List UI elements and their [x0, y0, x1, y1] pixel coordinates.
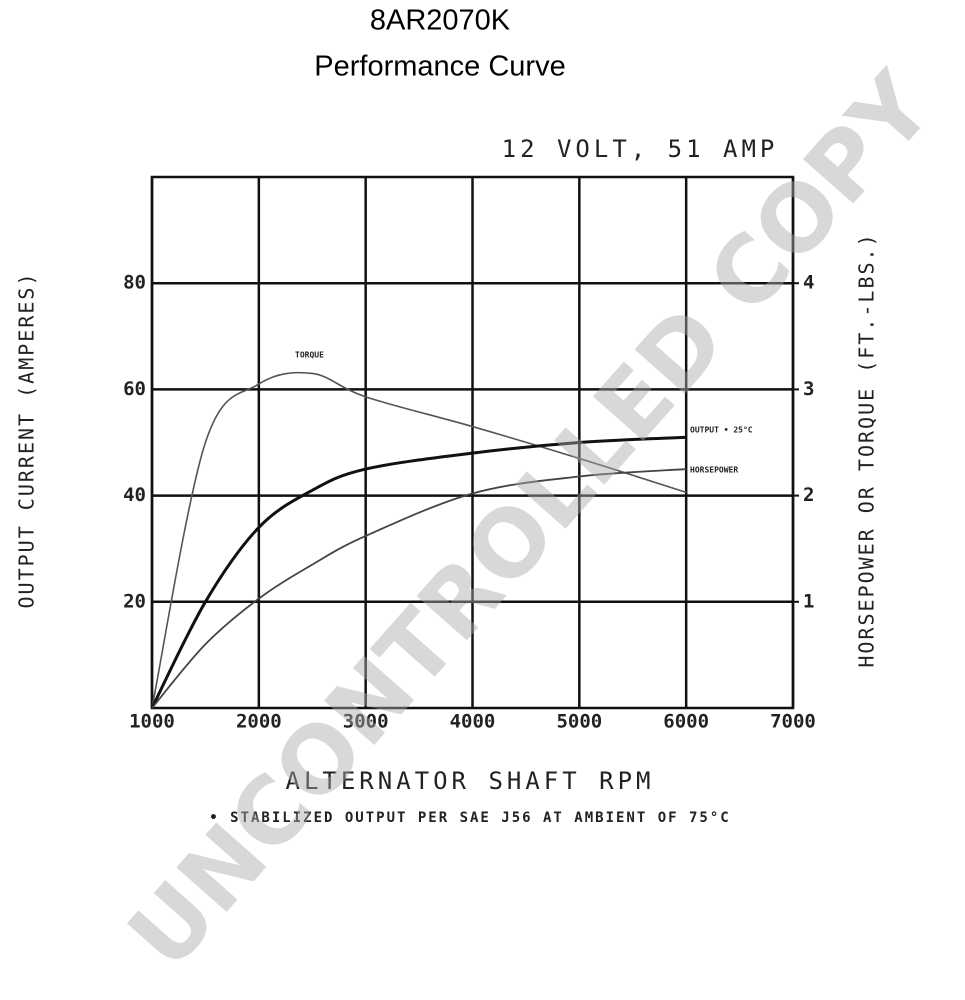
x-tick-label: 6000: [663, 711, 709, 733]
x-axis-label: ALTERNATOR SHAFT RPM: [286, 767, 655, 795]
plot-area: 1000 2000 3000 4000 5000 6000 7000 20 40 60 80 1 2 3 4…: [123, 175, 816, 733]
series-line: [151, 371, 687, 709]
watermark: UNCONTROLLED COPY: [108, 52, 954, 989]
x-tick-label: 1000: [129, 711, 175, 733]
chart-subtitle: Performance Curve: [314, 51, 565, 83]
series-label: TORQUE: [295, 351, 324, 360]
annotation: 12 VOLT, 51 AMP: [502, 135, 779, 163]
y2-tick-label: 3: [803, 378, 814, 400]
series-label: HORSEPOWER: [690, 466, 738, 475]
y-tick-label: 60: [123, 378, 146, 400]
y-tick-label: 20: [123, 590, 146, 612]
series-line: [150, 435, 687, 709]
y2-tick-label: 4: [803, 272, 814, 294]
x-tick-label: 3000: [343, 711, 389, 733]
x-tick-label: 4000: [450, 711, 496, 733]
y-tick-label: 40: [123, 484, 146, 506]
y-axis-label: OUTPUT CURRENT (AMPERES): [15, 272, 39, 609]
y-tick-label: 80: [123, 272, 146, 294]
series-line: [151, 468, 687, 709]
y2-tick-label: 1: [803, 590, 814, 612]
x-tick-label: 5000: [556, 711, 602, 733]
y2-tick-label: 2: [803, 484, 814, 506]
x-tick-label: 2000: [236, 711, 282, 733]
series-label: OUTPUT • 25°C: [690, 426, 753, 435]
x-tick-label: 7000: [770, 711, 816, 733]
chart-title: 8AR2070K: [370, 5, 511, 37]
footnote: • STABILIZED OUTPUT PER SAE J56 AT AMBIE…: [209, 810, 730, 826]
y2-axis-label: HORSEPOWER OR TORQUE (FT.-LBS.): [855, 232, 879, 667]
